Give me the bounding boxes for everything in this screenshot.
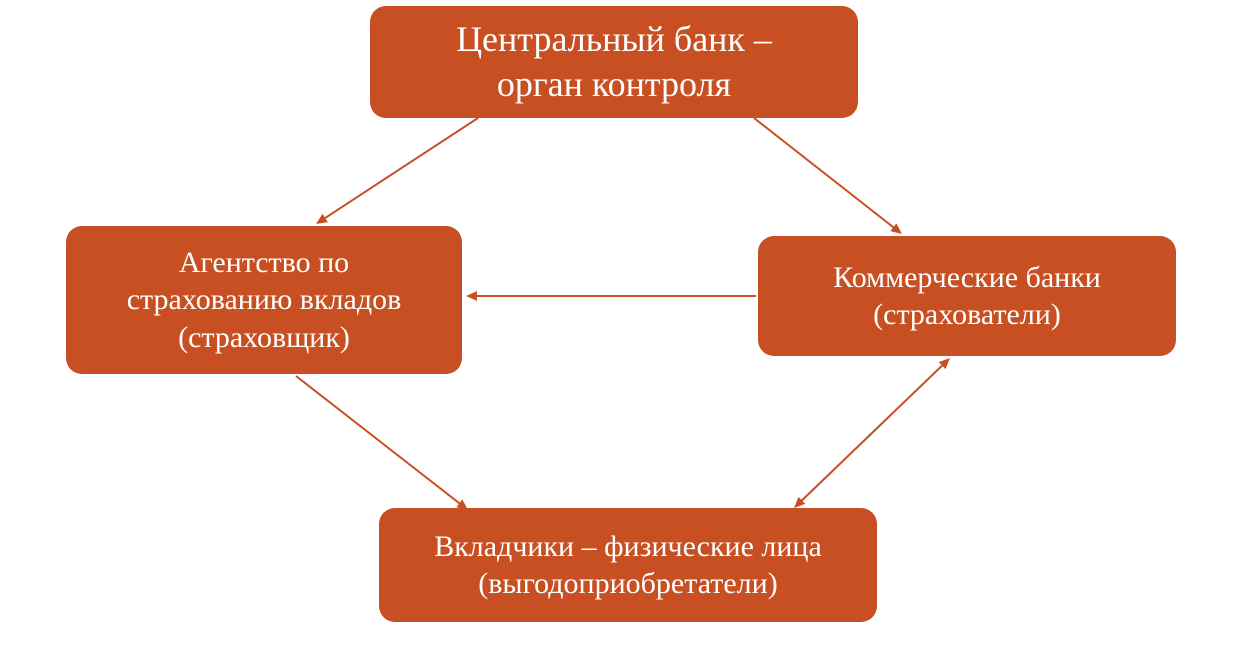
edge-commercial-agency: [466, 291, 756, 301]
node-central_bank: Центральный банк – орган контроля: [370, 6, 858, 118]
edge-commercial-depositors: [794, 358, 950, 508]
edge-central_bank-commercial: [754, 118, 902, 234]
edge-agency-depositors: [296, 376, 468, 510]
edge-central_bank-agency: [316, 118, 478, 224]
node-depositors: Вкладчики – физические лица (выгодоприоб…: [379, 508, 877, 622]
node-agency: Агентство по страхованию вкладов (страхо…: [66, 226, 462, 374]
node-commercial: Коммерческие банки (страхователи): [758, 236, 1176, 356]
